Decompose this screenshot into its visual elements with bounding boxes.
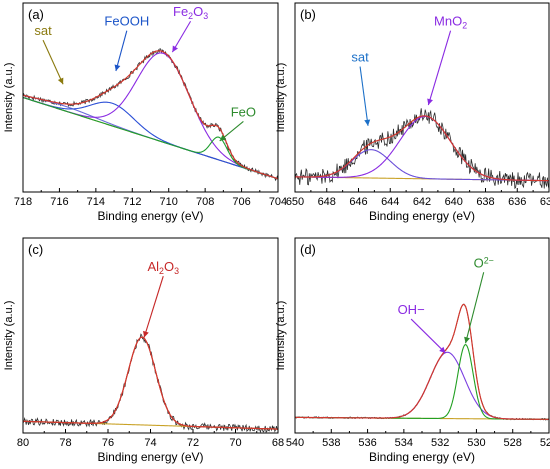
y-axis-label: Intensity (a.u.) (3, 301, 15, 371)
y-axis-label: Intensity (a.u.) (275, 63, 287, 133)
x-axis-label: Binding energy (eV) (369, 209, 475, 223)
annotation-arrowhead (57, 77, 64, 85)
annotation-label: Fe2O3 (173, 4, 208, 21)
x-tick-label: 708 (196, 196, 214, 208)
raw-spectrum-line (23, 333, 278, 433)
x-axis-label: Binding energy (eV) (97, 450, 203, 464)
y-axis-label: Intensity (a.u.) (275, 301, 287, 371)
annotation-arrowhead (427, 98, 433, 106)
peak-line-1 (295, 344, 549, 420)
annotation-arrow (42, 39, 64, 85)
annotation-label: sat (34, 23, 52, 38)
envelope-line (23, 50, 278, 180)
envelope-line (295, 303, 549, 420)
x-tick-label: 642 (413, 196, 431, 208)
x-tick-label: 718 (14, 196, 32, 208)
annotation-arrow (359, 66, 369, 126)
x-tick-label: 646 (349, 196, 367, 208)
annotation-label: Al2O3 (147, 259, 179, 276)
plot-area (295, 108, 549, 190)
x-tick-label: 80 (17, 437, 29, 449)
panel-c: 80 78 76 74 72 70 68 Binding energy (eV) Intensi… (3, 237, 284, 464)
x-tick-label: 538 (322, 437, 340, 449)
annotation-arrowhead (219, 134, 227, 141)
x-tick-label: 636 (508, 196, 526, 208)
x-tick-label: 540 (286, 437, 304, 449)
x-tick-label: 78 (59, 437, 71, 449)
x-tick-label: 536 (358, 437, 376, 449)
peak-line-0 (295, 351, 549, 420)
x-tick-label: 528 (504, 437, 522, 449)
annotation-label: O2− (474, 255, 494, 270)
plot-area (295, 303, 549, 421)
panel-d: 540 538 536 534 532 530 528 526 Binding energy (… (275, 237, 550, 464)
annotation-arrow (465, 272, 485, 344)
peak-line-3 (23, 96, 278, 180)
panel-label: (d) (300, 242, 316, 257)
raw-spectrum-line (295, 108, 549, 190)
x-tick-label: 638 (476, 196, 494, 208)
x-tick-label: 68 (272, 437, 284, 449)
annotation-label: OH− (398, 302, 425, 317)
x-tick-label: 644 (381, 196, 399, 208)
annotation-label: FeOOH (104, 14, 149, 29)
peak-line-1 (295, 115, 549, 182)
raw-spectrum-line (23, 47, 278, 182)
x-tick-label: 534 (395, 437, 413, 449)
x-tick-label: 648 (318, 196, 336, 208)
annotation-arrowhead (143, 330, 149, 338)
annotation-label: sat (351, 50, 369, 65)
plot-frame (294, 237, 550, 434)
plot-frame (294, 2, 550, 193)
panel-label: (b) (300, 7, 316, 22)
x-tick-label: 706 (232, 196, 250, 208)
x-tick-label: 716 (50, 196, 68, 208)
annotation-arrowhead (172, 45, 178, 53)
annotation-arrow (410, 318, 446, 354)
x-tick-label: 70 (229, 437, 241, 449)
annotation-label: MnO2 (434, 14, 467, 31)
x-tick-label: 650 (286, 196, 304, 208)
envelope-line (23, 336, 278, 430)
annotation-arrowhead (439, 346, 446, 354)
panel-label: (c) (28, 242, 43, 257)
panel-label: (a) (28, 7, 44, 22)
panel-b: 650 648 646 644 642 640 638 636 634 Binding energ… (275, 2, 550, 223)
raw-spectrum-line (295, 303, 549, 421)
x-tick-label: 532 (431, 437, 449, 449)
annotation-arrow (143, 275, 164, 338)
y-axis-label: Intensity (a.u.) (3, 63, 15, 133)
panel-a: 718 716 714 712 710 708 706 704 Binding energy (… (3, 2, 287, 223)
annotation-arrow (115, 30, 128, 72)
x-tick-label: 76 (102, 437, 114, 449)
peak-line-1 (23, 96, 278, 180)
x-tick-label: 634 (540, 196, 550, 208)
x-tick-label: 710 (160, 196, 178, 208)
x-tick-label: 526 (540, 437, 550, 449)
envelope-line (295, 115, 549, 182)
x-tick-label: 530 (467, 437, 485, 449)
annotation-arrowhead (114, 64, 121, 72)
annotation-label: FeO (231, 104, 256, 119)
x-tick-label: 704 (269, 196, 287, 208)
x-tick-label: 640 (445, 196, 463, 208)
x-tick-label: 712 (123, 196, 141, 208)
annotation-arrow (427, 30, 452, 106)
plot-area (23, 47, 278, 182)
annotation-arrowhead (364, 119, 371, 126)
x-tick-label: 74 (144, 437, 156, 449)
x-tick-label: 714 (87, 196, 105, 208)
annotation-arrowhead (464, 336, 470, 344)
x-axis-label: Binding energy (eV) (369, 450, 475, 464)
x-axis-label: Binding energy (eV) (97, 209, 203, 223)
plot-area (23, 333, 278, 433)
x-tick-label: 72 (187, 437, 199, 449)
